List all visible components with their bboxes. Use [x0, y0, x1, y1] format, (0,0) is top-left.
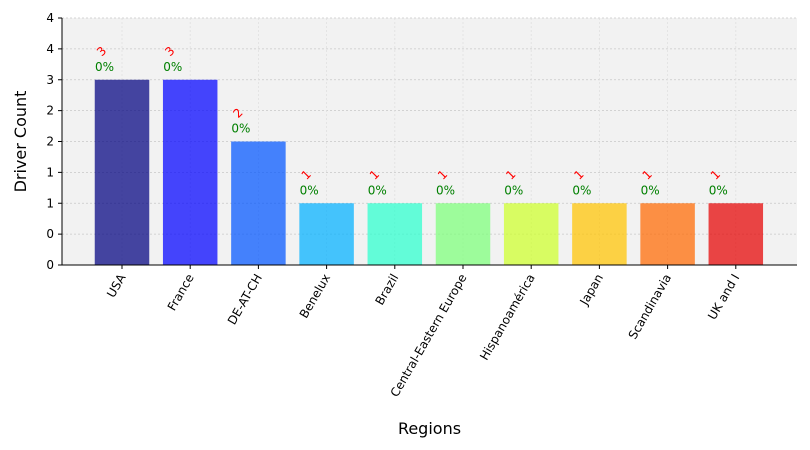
- bar: [231, 141, 286, 265]
- x-tick-label: Brazil: [373, 272, 402, 308]
- y-tick-label: 0: [46, 258, 54, 272]
- x-tick-label: USA: [104, 271, 129, 300]
- percent-label: 0%: [436, 183, 455, 197]
- bar: [640, 203, 695, 265]
- percent-label: 0%: [231, 122, 250, 136]
- bar: [299, 203, 354, 265]
- data-labels: 0%30%30%20%10%10%10%10%10%10%1: [94, 44, 728, 198]
- y-tick-label: 4: [46, 42, 54, 56]
- y-tick-label: 0: [46, 227, 54, 241]
- x-tick-label: DE-AT-CH: [225, 272, 265, 328]
- percent-label: 0%: [504, 183, 523, 197]
- x-tick-label: UK and I: [705, 272, 742, 323]
- percent-label: 0%: [641, 183, 660, 197]
- bars: [94, 79, 764, 265]
- x-tick-label: Benelux: [297, 272, 333, 321]
- y-tick-label: 2: [46, 104, 54, 118]
- x-tick-label: Japan: [577, 272, 606, 309]
- y-tick-label: 4: [46, 11, 54, 25]
- percent-label: 0%: [368, 183, 387, 197]
- bar: [94, 79, 150, 265]
- y-axis-ticks: 0 0 1 1 2 2 3 4 4: [46, 11, 62, 272]
- percent-label: 0%: [572, 183, 591, 197]
- y-tick-label: 2: [46, 135, 54, 149]
- x-axis-ticks: USA France DE-AT-CH Benelux BrazilCentral-Ea…: [104, 265, 742, 399]
- percent-label: 0%: [300, 183, 319, 197]
- y-axis-title: Driver Count: [11, 91, 30, 193]
- bar: [572, 203, 627, 265]
- bar: [162, 79, 218, 265]
- percent-label: 0%: [709, 183, 728, 197]
- x-tick-label: Scandinavia: [626, 272, 675, 342]
- bar: [708, 203, 764, 265]
- bar: [367, 203, 423, 265]
- x-axis-title: Regions: [398, 419, 461, 438]
- y-tick-label: 3: [46, 73, 54, 87]
- y-tick-label: 1: [46, 196, 54, 210]
- percent-label: 0%: [95, 60, 114, 74]
- y-tick-label: 1: [46, 165, 54, 179]
- bar: [503, 203, 559, 265]
- x-tick-label: France: [165, 272, 197, 314]
- x-tick-label: Central-Eastern Europe: [388, 272, 470, 400]
- x-tick-label: Hispanoamérica: [477, 272, 538, 363]
- percent-label: 0%: [163, 60, 182, 74]
- bar: [435, 203, 491, 265]
